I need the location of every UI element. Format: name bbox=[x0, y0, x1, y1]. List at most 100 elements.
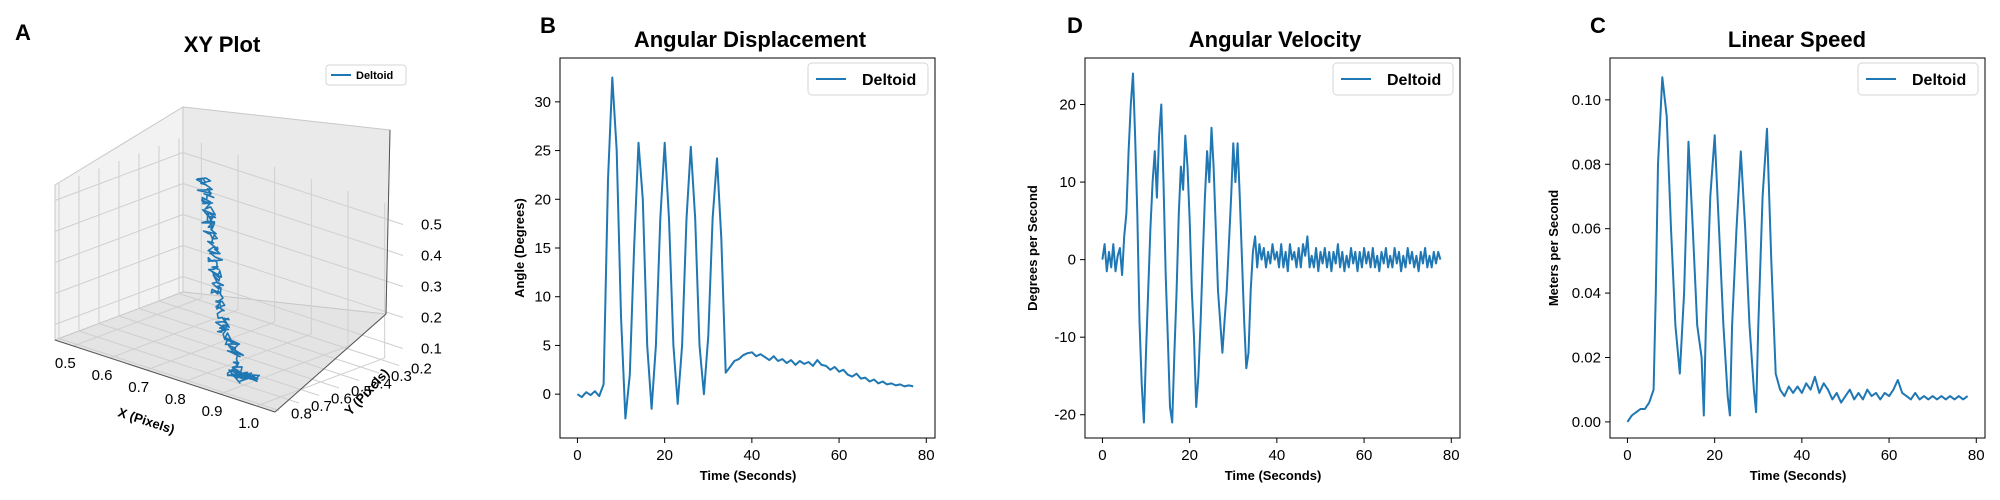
side-grid-z bbox=[54, 245, 184, 294]
speed-ytick-label: 0.00 bbox=[1572, 414, 1601, 431]
xy-legend-label: Deltoid bbox=[356, 70, 393, 82]
angvel-ytick-label: 20 bbox=[1059, 97, 1076, 114]
side-grid-z bbox=[54, 183, 184, 232]
xy-plot-panel: XY Plot 0.50.60.70.80.91.0 0.20.30.40.50… bbox=[53, 32, 442, 437]
z-tick-label: 0.3 bbox=[421, 279, 442, 296]
angvel-ytick-label: 0 bbox=[1068, 252, 1076, 269]
angle-ytick-label: 5 bbox=[543, 337, 551, 354]
linear-speed-title: Linear Speed bbox=[1728, 27, 1866, 52]
y-tick-labels: 0.20.30.40.50.60.70.8 bbox=[291, 361, 432, 423]
y-tick-label: 0.8 bbox=[291, 406, 312, 423]
y-axis-edge bbox=[274, 313, 387, 413]
angle-xtick-label: 20 bbox=[656, 447, 673, 464]
angvel-xtick-label: 60 bbox=[1356, 447, 1373, 464]
z-tick-labels: 0.1 0.2 0.3 0.4 0.5 bbox=[421, 217, 442, 358]
angvel-x-label: Time (Seconds) bbox=[1225, 468, 1322, 483]
angle-plot-frame bbox=[559, 57, 936, 439]
x-tick-label: 0.5 bbox=[55, 355, 76, 372]
angvel-xtick-label: 0 bbox=[1098, 447, 1106, 464]
floor-grid-y bbox=[178, 293, 400, 366]
angle-legend: Deltoid bbox=[807, 62, 929, 96]
angular-displacement-panel: Angular Displacement 0 20 40 60 80 0 5 10 15 20 25… bbox=[512, 27, 936, 483]
angle-ytick-label: 25 bbox=[534, 143, 551, 160]
speed-ticks: 0 20 40 60 80 0.00 0.02 0.04 0.06 0.08 0.10 bbox=[1572, 92, 1985, 464]
y-tick-label: 0.3 bbox=[391, 368, 412, 385]
angular-velocity-panel: Angular Velocity 0 20 40 60 80 -20 -10 0 10 20 Ti… bbox=[1025, 27, 1461, 483]
angle-ytick-label: 30 bbox=[534, 94, 551, 111]
angle-legend-label: Deltoid bbox=[862, 72, 916, 89]
xy-legend-box bbox=[325, 64, 407, 86]
speed-legend: Deltoid bbox=[1857, 62, 1979, 96]
z-tick-label: 0.4 bbox=[421, 248, 442, 265]
angvel-ytick-label: 10 bbox=[1059, 174, 1076, 191]
x-tick-label: 0.6 bbox=[92, 367, 113, 384]
speed-xtick-label: 20 bbox=[1706, 447, 1723, 464]
side-grid-z bbox=[54, 214, 184, 263]
angvel-y-label: Degrees per Second bbox=[1025, 185, 1040, 311]
back-grid-z bbox=[182, 183, 404, 256]
speed-plot-frame bbox=[1609, 57, 1986, 439]
speed-ytick-label: 0.08 bbox=[1572, 156, 1601, 173]
x-tick-label: 1.0 bbox=[238, 415, 259, 432]
x-axis-label: X (Pixels) bbox=[116, 405, 176, 437]
z-tick-label: 0.5 bbox=[421, 217, 442, 234]
angle-series-line bbox=[576, 76, 914, 420]
angvel-ytick-label: -20 bbox=[1054, 407, 1076, 424]
angle-xtick-label: 40 bbox=[744, 447, 761, 464]
side-grid-z bbox=[54, 152, 184, 201]
angvel-series-line bbox=[1101, 72, 1442, 424]
deltoid-trajectory bbox=[195, 177, 261, 384]
y-tick-label: 0.6 bbox=[331, 391, 352, 408]
angvel-legend: Deltoid bbox=[1332, 62, 1454, 96]
speed-xtick-label: 80 bbox=[1968, 447, 1985, 464]
x-tick-label: 0.8 bbox=[165, 391, 186, 408]
angvel-legend-box bbox=[1332, 62, 1454, 96]
x-axis-edge bbox=[54, 339, 276, 413]
angular-displacement-title: Angular Displacement bbox=[634, 27, 867, 52]
y-tick-label: 0.7 bbox=[311, 398, 332, 415]
back-grid-z bbox=[182, 245, 404, 318]
y-tick-label: 0.4 bbox=[371, 376, 392, 393]
angle-y-label: Angle (Degrees) bbox=[512, 198, 527, 298]
speed-xtick-label: 0 bbox=[1623, 447, 1631, 464]
angle-xtick-label: 0 bbox=[573, 447, 581, 464]
speed-series-line bbox=[1626, 76, 1969, 423]
xy-plot-grid bbox=[54, 138, 404, 411]
back-grid-z bbox=[182, 214, 404, 287]
z-tick-label: 0.1 bbox=[421, 341, 442, 358]
back-grid-z bbox=[182, 152, 404, 225]
angle-xtick-label: 60 bbox=[831, 447, 848, 464]
y-tick-label: 0.2 bbox=[411, 361, 432, 378]
xy-legend: Deltoid bbox=[325, 64, 407, 86]
floor-grid-y bbox=[158, 300, 380, 374]
floor-grid-y bbox=[58, 338, 280, 411]
panel-letter-d: D bbox=[1067, 13, 1083, 38]
z-axis-edge bbox=[385, 129, 391, 315]
speed-y-label: Meters per Second bbox=[1546, 190, 1561, 306]
speed-xtick-label: 60 bbox=[1881, 447, 1898, 464]
side-grid-z bbox=[54, 276, 184, 325]
angle-xtick-label: 80 bbox=[918, 447, 935, 464]
speed-ytick-label: 0.06 bbox=[1572, 221, 1601, 238]
z-tick-label: 0.2 bbox=[421, 310, 442, 327]
angle-ticks: 0 20 40 60 80 0 5 10 15 20 25 30 bbox=[534, 94, 934, 464]
angle-legend-box bbox=[807, 62, 929, 96]
floor-grid-y bbox=[138, 308, 360, 381]
panel-letter-b: B bbox=[540, 13, 556, 38]
angvel-plot-frame bbox=[1084, 57, 1461, 439]
x-tick-label: 0.7 bbox=[128, 379, 149, 396]
panel-letter-c: C bbox=[1590, 13, 1606, 38]
xy-plot-title: XY Plot bbox=[184, 32, 261, 57]
y-tick-label: 0.5 bbox=[351, 383, 372, 400]
speed-ytick-label: 0.10 bbox=[1572, 92, 1601, 109]
angvel-xtick-label: 40 bbox=[1269, 447, 1286, 464]
angle-ytick-label: 0 bbox=[543, 386, 551, 403]
angle-x-label: Time (Seconds) bbox=[700, 468, 797, 483]
angvel-xtick-label: 80 bbox=[1443, 447, 1460, 464]
floor-grid-y bbox=[98, 323, 320, 396]
speed-x-label: Time (Seconds) bbox=[1750, 468, 1847, 483]
linear-speed-panel: Linear Speed 0 20 40 60 80 0.00 0.02 0.04 0.06 0.… bbox=[1546, 27, 1986, 483]
angvel-xtick-label: 20 bbox=[1181, 447, 1198, 464]
angvel-ytick-label: -10 bbox=[1054, 329, 1076, 346]
